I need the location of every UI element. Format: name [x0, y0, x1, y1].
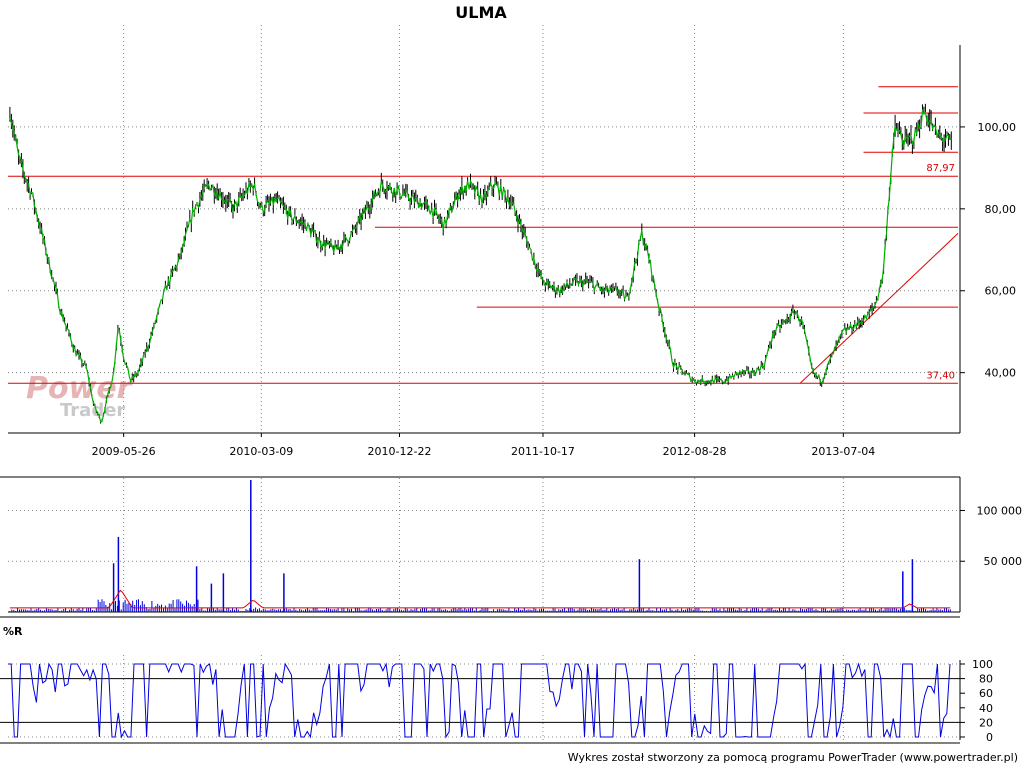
- volume-y-gridlines: [8, 509, 965, 562]
- price-panel: 2009-05-26 2010-03-09 2010-12-22 2011-10-17…: [8, 25, 1016, 458]
- price-x-tick-label: 2012-08-28: [663, 445, 727, 458]
- chart-title: ULMA: [455, 3, 507, 22]
- price-y-tick-label: 40,00: [985, 367, 1017, 380]
- price-y-gridlines: [8, 126, 965, 374]
- williams-r-y-tick-label: 100: [972, 658, 993, 671]
- volume-y-tick-label: 50 000: [984, 555, 1023, 568]
- level-label-upper: 87,97: [926, 163, 955, 174]
- watermark-line1: Power: [26, 371, 134, 406]
- price-y-tick-label: 100,00: [978, 121, 1017, 134]
- williams-r-series-line: [8, 662, 951, 739]
- footer-credit: Wykres został stworzony za pomocą progra…: [568, 751, 1018, 764]
- price-trendline: [799, 233, 959, 384]
- price-y-tick-label: 80,00: [985, 203, 1017, 216]
- williams-r-y-tick-label: 0: [986, 731, 993, 744]
- price-series-line: [9, 108, 952, 423]
- level-label-lower: 37,40: [926, 370, 955, 381]
- williams-r-y-tick-label: 80: [979, 673, 993, 686]
- price-x-tick-labels: 2009-05-26 2010-03-09 2010-12-22 2011-10-17…: [92, 445, 876, 458]
- price-x-tick-label: 2013-07-04: [811, 445, 875, 458]
- price-level-lines: [8, 86, 959, 384]
- price-y-tick-label: 60,00: [985, 285, 1017, 298]
- volume-moving-average: [9, 589, 951, 609]
- volume-y-tick-label: 100 000: [977, 504, 1023, 517]
- watermark-line2: Trader: [60, 400, 125, 421]
- price-y-tick-labels: 40,00 60,00 80,00 100,00: [978, 121, 1017, 380]
- price-x-tick-label: 2009-05-26: [92, 445, 156, 458]
- williams-r-label: %R: [3, 625, 23, 638]
- price-x-tick-label: 2011-10-17: [511, 445, 575, 458]
- price-x-tick-label: 2010-12-22: [368, 445, 432, 458]
- level-labels: 87,97 37,40: [926, 163, 955, 381]
- price-x-gridlines: [123, 25, 844, 437]
- price-x-tick-label: 2010-03-09: [229, 445, 293, 458]
- williams-r-y-tick-label: 60: [979, 687, 993, 700]
- volume-panel: 50 000 100 000: [0, 476, 1023, 618]
- williams-r-y-tick-label: 40: [979, 702, 993, 715]
- watermark: Power Trader: [26, 371, 134, 421]
- volume-y-tick-labels: 50 000 100 000: [977, 504, 1023, 568]
- volume-bars: [9, 480, 951, 612]
- williams-r-y-tick-label: 20: [979, 716, 993, 729]
